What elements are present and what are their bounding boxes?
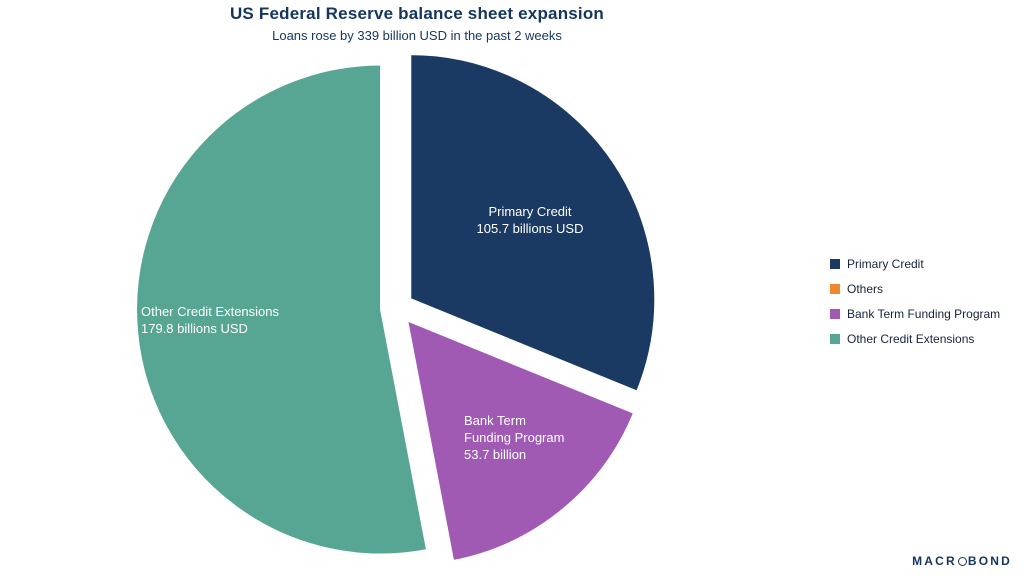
legend-item-others: Others <box>830 282 1000 296</box>
legend-label: Others <box>847 282 884 296</box>
chart-subtitle: Loans rose by 339 billion USD in the pas… <box>272 28 562 43</box>
legend-label: Other Credit Extensions <box>847 332 975 346</box>
legend-item-primary-credit: Primary Credit <box>830 257 1000 271</box>
legend-item-other-credit-extensions: Other Credit Extensions <box>830 332 1000 346</box>
legend-swatch-icon <box>830 284 840 294</box>
legend-swatch-icon <box>830 334 840 344</box>
chart-header: US Federal Reserve balance sheet expansi… <box>0 4 834 43</box>
legend: Primary Credit Others Bank Term Funding … <box>830 257 1000 357</box>
legend-label: Bank Term Funding Program <box>847 307 1001 321</box>
logo-text-pre: MACR <box>912 554 957 568</box>
chart-title: US Federal Reserve balance sheet expansi… <box>229 4 605 23</box>
legend-swatch-icon <box>830 309 840 319</box>
pie-slice-other-credit-extensions <box>135 63 429 556</box>
legend-label: Primary Credit <box>847 257 924 271</box>
legend-item-bank-term-funding-program: Bank Term Funding Program <box>830 307 1000 321</box>
macrobond-logo: MACR BOND <box>912 554 1012 568</box>
pie-slice-bank-term-funding-program <box>406 319 636 563</box>
legend-swatch-icon <box>830 259 840 269</box>
logo-text-post: BOND <box>967 554 1012 568</box>
pie-slice-primary-credit <box>409 53 657 393</box>
circle-o-icon <box>957 556 967 566</box>
